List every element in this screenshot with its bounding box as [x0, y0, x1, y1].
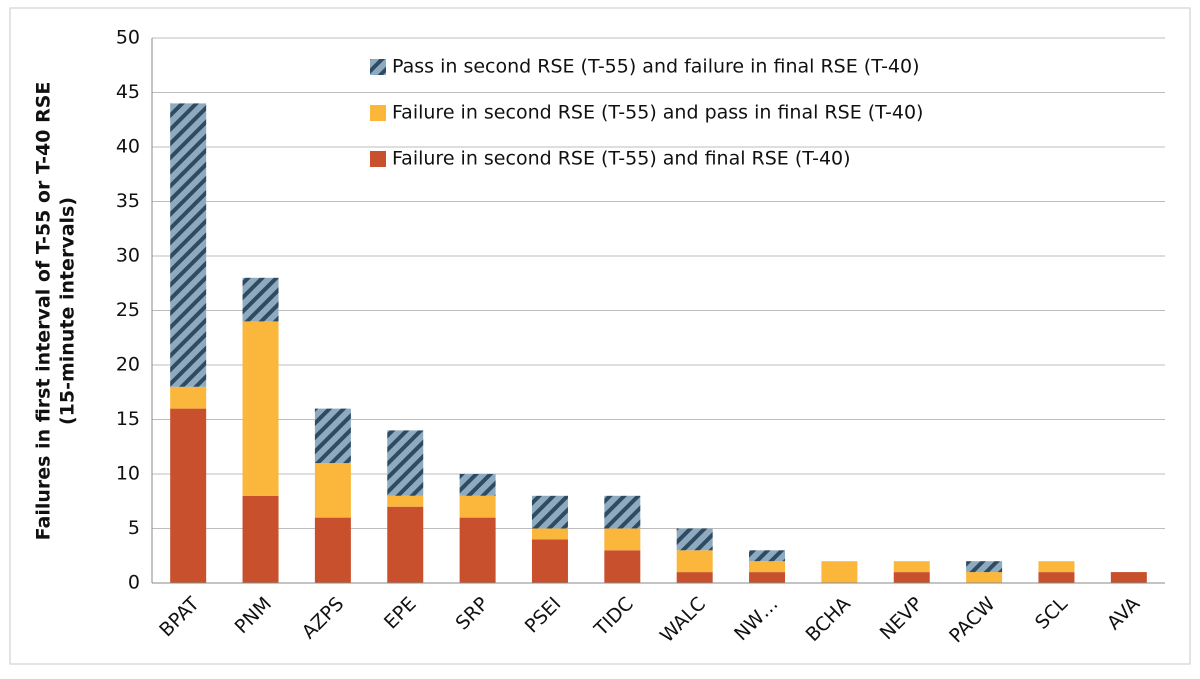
bar-segment [749, 561, 786, 573]
y-tick-label: 50 [116, 27, 140, 49]
bar-segment [387, 430, 424, 496]
bar-segment [314, 463, 351, 518]
legend-label: Failure in second RSE (T-55) and pass in… [392, 102, 923, 124]
chart-frame [9, 7, 1191, 665]
bar-segment [604, 495, 641, 529]
x-tick-label: SCL [1031, 593, 1072, 634]
bar-segment [604, 528, 641, 551]
x-tick-label: EPE [380, 593, 421, 634]
bar-segment [459, 474, 496, 496]
bar-segment [893, 561, 930, 573]
y-tick-label: 10 [116, 463, 140, 485]
bar-segment [242, 495, 279, 583]
y-axis-label: Failures in first interval of T-55 or T-… [33, 82, 79, 541]
bar-segment [459, 517, 496, 583]
bar-segment [531, 528, 568, 540]
y-axis-label-line: (15-minute intervals) [57, 197, 79, 425]
y-tick-label: 5 [128, 517, 140, 539]
y-tick-label: 0 [128, 572, 140, 594]
y-tick-label: 30 [116, 245, 140, 267]
bar-segment [676, 528, 713, 551]
legend-swatch [370, 105, 386, 121]
bar-segment [387, 506, 424, 583]
y-tick-label: 45 [116, 81, 140, 103]
y-tick-label: 40 [116, 136, 140, 158]
x-tick-label: BPAT [155, 593, 204, 642]
bar-segment [459, 495, 496, 518]
bar-segment [893, 572, 930, 583]
x-tick-label: PACW [945, 593, 1000, 648]
bar-segment [531, 539, 568, 583]
bar-segment [676, 550, 713, 573]
bar-segment [242, 277, 279, 322]
bar-segment [1110, 572, 1147, 583]
bar-segment [821, 561, 858, 583]
y-tick-label: 20 [116, 354, 140, 376]
bar-segment [604, 550, 641, 583]
bar-segment [1038, 572, 1075, 583]
bar-segment [531, 495, 568, 529]
x-tick-label: BCHA [802, 593, 855, 646]
x-tick-label: NW… [730, 593, 782, 645]
x-tick-label: TIDC [590, 593, 638, 641]
bar-segment [170, 103, 207, 387]
legend-label: Failure in second RSE (T-55) and final R… [392, 148, 851, 170]
legend-swatch [370, 151, 386, 167]
bar-segment [966, 572, 1003, 583]
y-tick-label: 35 [116, 190, 140, 212]
bar-segment [749, 550, 786, 562]
x-tick-label: PNM [231, 593, 276, 638]
bar-segment [966, 561, 1003, 573]
bar-segment [1038, 561, 1075, 573]
bar-segment [242, 321, 279, 496]
bar-segment [170, 386, 207, 409]
bar-segment [749, 572, 786, 583]
x-tick-label: PSEI [521, 593, 566, 638]
x-tick-label: NEVP [876, 593, 927, 644]
y-axis-label-line: Failures in first interval of T-55 or T-… [33, 82, 55, 541]
legend-label: Pass in second RSE (T-55) and failure in… [392, 56, 920, 78]
y-tick-label: 15 [116, 408, 140, 430]
legend-swatch [370, 59, 386, 75]
bar-segment [314, 517, 351, 583]
x-tick-label: AZPS [298, 593, 349, 644]
x-tick-label: SRP [452, 593, 494, 635]
x-tick-label: WALC [656, 593, 710, 647]
y-tick-label: 25 [116, 299, 140, 321]
bar-segment [314, 408, 351, 464]
x-tick-label: AVA [1103, 593, 1144, 634]
bar-segment [676, 572, 713, 583]
bar-segment [387, 495, 424, 507]
bar-segment [170, 408, 207, 583]
